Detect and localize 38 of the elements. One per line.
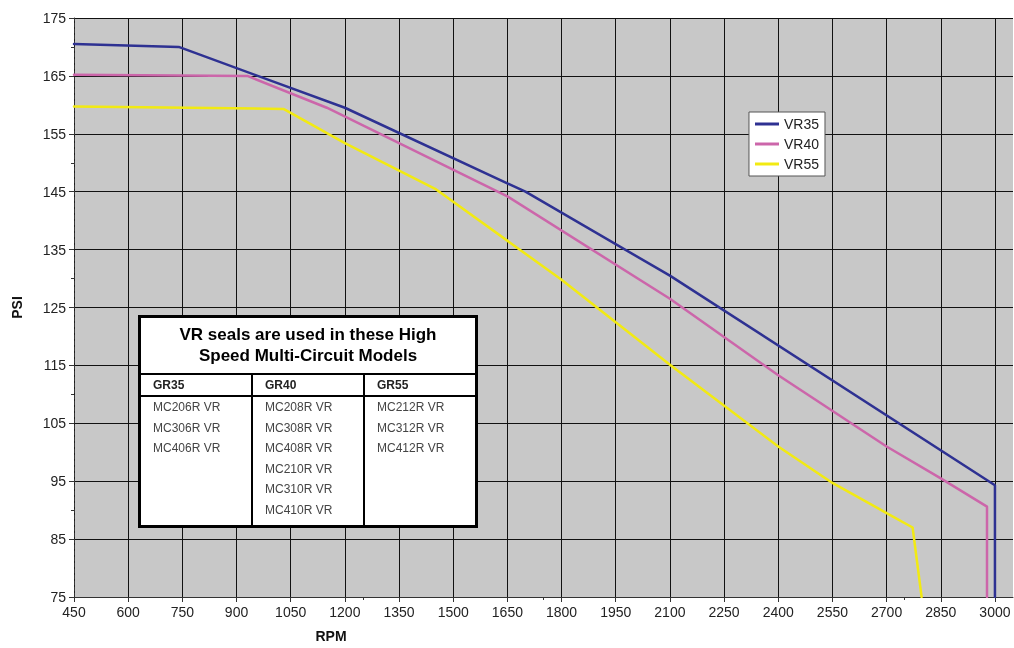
x-tick-label: 1500 <box>437 604 469 620</box>
legend-label: VR35 <box>783 116 820 132</box>
x-axis-title: RPM <box>315 628 347 644</box>
x-tick-label: 2400 <box>762 604 795 620</box>
legend-label: VR40 <box>783 136 820 152</box>
x-tick-label: 900 <box>224 604 249 620</box>
x-tick-label: 2250 <box>708 604 740 620</box>
y-tick-label: 135 <box>42 241 67 258</box>
x-tick-label: 1800 <box>545 604 578 620</box>
x-tick-label: 1350 <box>383 604 415 620</box>
x-tick-label: 2100 <box>654 604 686 620</box>
annotation: GR55 MC212R VR MC312R VR MC412R VR <box>376 377 446 457</box>
legend-label: VR55 <box>783 156 820 172</box>
x-tick-label: 600 <box>116 604 141 620</box>
annotation: VR seals are used in these High Speed Multi-Circuit Models <box>141 318 475 375</box>
y-tick-label: 175 <box>42 10 67 26</box>
y-tick-label: 105 <box>42 415 67 432</box>
y-axis-title: PSI <box>9 296 25 319</box>
y-tick-label: 75 <box>50 589 67 605</box>
y-tick-label: 85 <box>50 531 67 548</box>
x-tick-label: 1950 <box>600 604 632 620</box>
x-tick-label: 2550 <box>816 604 849 620</box>
y-tick-label: 155 <box>42 125 67 142</box>
x-tick-label: 1050 <box>275 604 307 620</box>
x-tick-label: 450 <box>62 604 86 620</box>
y-tick-label: 145 <box>42 183 67 200</box>
x-tick-label: 750 <box>170 604 195 620</box>
y-tick-label: 125 <box>42 299 67 316</box>
y-tick-label: 165 <box>42 67 67 84</box>
y-tick-label: 95 <box>50 473 67 490</box>
annotation: GR40 MC208R VR MC308R VR MC408R VR MC210R VR MC310R VR MC410R VR <box>264 377 334 519</box>
x-tick-label: 1200 <box>329 604 361 620</box>
annotation: GR35 MC206R VR MC306R VR MC406R VR <box>152 377 222 457</box>
x-tick-label: 2850 <box>925 604 957 620</box>
x-tick-label: 3000 <box>979 604 1011 620</box>
x-tick-label: 2700 <box>871 604 903 620</box>
x-tick-label: 1650 <box>491 604 524 620</box>
y-tick-label: 115 <box>43 357 67 374</box>
